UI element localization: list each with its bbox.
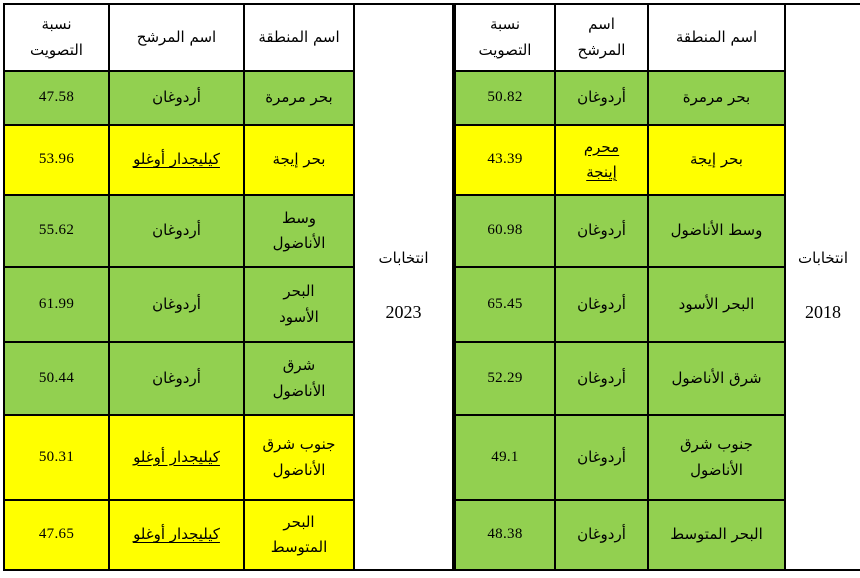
vote-percent-cell: 65.45: [454, 266, 556, 343]
table-elections-2018: نسبة التصويت اسم المرشح اسم المنطقة انتخ…: [454, 3, 860, 571]
region-cell: جنوب شرق الأناضول: [647, 414, 786, 501]
vote-percent-cell: 50.31: [3, 414, 110, 501]
candidate-cell: أردوغان: [108, 70, 245, 126]
vote-percent-header-2018: نسبة التصويت: [454, 3, 556, 72]
vote-percent-cell: 60.98: [454, 194, 556, 268]
candidate-cell: أردوغان: [554, 194, 649, 268]
candidate-cell: أردوغان: [108, 341, 245, 416]
elections-2018-label-cell: انتخابات 2018: [784, 3, 860, 571]
region-cell: البحر الأسود: [243, 266, 355, 343]
candidate-cell: أردوغان: [554, 341, 649, 416]
region-cell: البحر المتوسط: [647, 499, 786, 571]
vote-percent-cell: 47.65: [3, 499, 110, 571]
table-row: 50.44 أردوغان شرق الأناضول: [3, 341, 453, 416]
vote-percent-cell: 52.29: [454, 341, 556, 416]
region-cell: بحر مرمرة: [243, 70, 355, 126]
vote-percent-header-2023: نسبة التصويت: [3, 3, 110, 72]
region-cell: شرق الأناضول: [243, 341, 355, 416]
table-row: 60.98 أردوغان وسط الأناضول: [454, 194, 860, 268]
candidate-cell: أردوغان: [554, 266, 649, 343]
table-row: 50.31 كيليجدار أوغلو جنوب شرق الأناضول: [3, 414, 453, 501]
region-cell: وسط الأناضول: [647, 194, 786, 268]
table-row: 55.62 أردوغان وسط الأناضول: [3, 194, 453, 268]
vote-percent-cell: 55.62: [3, 194, 110, 268]
vote-percent-cell: 50.82: [454, 70, 556, 126]
header-row-2018: نسبة التصويت اسم المرشح اسم المنطقة انتخ…: [454, 3, 860, 571]
candidate-cell: أردوغان: [108, 266, 245, 343]
region-cell: البحر المتوسط: [243, 499, 355, 571]
table-row: 47.58 أردوغان بحر مرمرة: [3, 70, 453, 126]
region-cell: البحر الأسود: [647, 266, 786, 343]
table-row: 50.82 أردوغان بحر مرمرة: [454, 70, 860, 126]
elections-2023-label-cell: انتخابات 2023: [353, 3, 454, 571]
table-row: 43.39 محرم إينجة بحر إيجة: [454, 124, 860, 196]
candidate-header-2018: اسم المرشح: [554, 3, 649, 72]
candidate-cell: أردوغان: [554, 499, 649, 571]
region-cell: بحر مرمرة: [647, 70, 786, 126]
table-row: 49.1 أردوغان جنوب شرق الأناضول: [454, 414, 860, 501]
region-cell: بحر إيجة: [243, 124, 355, 196]
table-elections-2023: نسبة التصويت اسم المرشح اسم المنطقة انتخ…: [3, 3, 454, 571]
region-cell: وسط الأناضول: [243, 194, 355, 268]
candidate-cell: كيليجدار أوغلو: [108, 414, 245, 501]
elections-2018-label-title: انتخابات: [798, 249, 848, 268]
table-row: 52.29 أردوغان شرق الأناضول: [454, 341, 860, 416]
region-header-2023: اسم المنطقة: [243, 3, 355, 72]
header-row-2023: نسبة التصويت اسم المرشح اسم المنطقة انتخ…: [3, 3, 454, 571]
candidate-cell: أردوغان: [108, 194, 245, 268]
vote-percent-cell: 50.44: [3, 341, 110, 416]
vote-percent-cell: 43.39: [454, 124, 556, 196]
vote-percent-cell: 53.96: [3, 124, 110, 196]
candidate-cell: كيليجدار أوغلو: [108, 124, 245, 196]
candidate-cell: أردوغان: [554, 414, 649, 501]
candidate-cell: محرم إينجة: [554, 124, 649, 196]
tables-wrap: نسبة التصويت اسم المرشح اسم المنطقة انتخ…: [3, 3, 860, 571]
region-cell: شرق الأناضول: [647, 341, 786, 416]
table-row: 61.99 أردوغان البحر الأسود: [3, 266, 453, 343]
vote-percent-cell: 48.38: [454, 499, 556, 571]
elections-2023-label-year: 2023: [385, 302, 422, 323]
vote-percent-cell: 61.99: [3, 266, 110, 343]
vote-percent-cell: 47.58: [3, 70, 110, 126]
region-header-2018: اسم المنطقة: [647, 3, 786, 72]
table-row: 65.45 أردوغان البحر الأسود: [454, 266, 860, 343]
table-row: 47.65 كيليجدار أوغلو البحر المتوسط: [3, 499, 453, 571]
region-cell: بحر إيجة: [647, 124, 786, 196]
elections-2018-label-year: 2018: [805, 302, 841, 323]
vote-percent-cell: 49.1: [454, 414, 556, 501]
candidate-header-2023: اسم المرشح: [108, 3, 245, 72]
table-row: 48.38 أردوغان البحر المتوسط: [454, 499, 860, 571]
region-cell: جنوب شرق الأناضول: [243, 414, 355, 501]
candidate-cell: كيليجدار أوغلو: [108, 499, 245, 571]
elections-2023-label-title: انتخابات: [378, 249, 429, 268]
candidate-cell: أردوغان: [554, 70, 649, 126]
table-row: 53.96 كيليجدار أوغلو بحر إيجة: [3, 124, 453, 196]
